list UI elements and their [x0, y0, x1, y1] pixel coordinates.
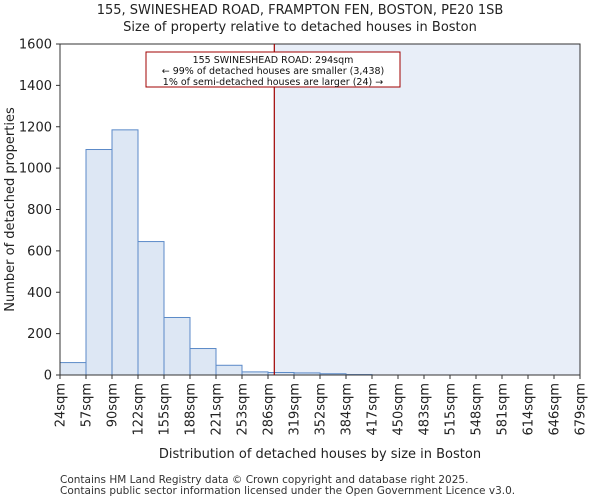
- annotation-line: ← 99% of detached houses are smaller (3,…: [162, 66, 385, 77]
- chart-subtitle: Size of property relative to detached ho…: [123, 20, 477, 35]
- x-tick-label: 417sqm: [366, 383, 381, 436]
- y-tick-label: 400: [27, 286, 52, 301]
- x-tick-label: 515sqm: [444, 383, 459, 436]
- annotation-line: 155 SWINESHEAD ROAD: 294sqm: [193, 55, 354, 66]
- x-tick-label: 90sqm: [106, 383, 121, 427]
- histogram-bar: [59, 362, 87, 376]
- x-tick-label: 286sqm: [262, 383, 277, 436]
- y-tick-label: 0: [44, 369, 52, 384]
- histogram-bar: [111, 129, 139, 376]
- y-tick-label: 200: [27, 327, 52, 342]
- x-tick-label: 614sqm: [522, 383, 537, 436]
- x-tick-label: 384sqm: [340, 383, 355, 436]
- highlight-region: [274, 44, 580, 375]
- x-tick-label: 319sqm: [288, 383, 303, 436]
- x-axis-label: Distribution of detached houses by size …: [159, 447, 481, 462]
- x-tick-label: 57sqm: [80, 383, 95, 427]
- x-tick-label: 24sqm: [54, 383, 69, 427]
- y-tick-label: 1200: [19, 120, 52, 135]
- x-tick-label: 450sqm: [392, 383, 407, 436]
- y-tick-label: 1600: [19, 38, 52, 53]
- x-tick-label: 188sqm: [184, 383, 199, 436]
- footer-line-1: Contains HM Land Registry data © Crown c…: [60, 474, 469, 486]
- x-tick-label: 253sqm: [236, 383, 251, 436]
- y-tick-label: 1400: [19, 79, 52, 94]
- y-tick-label: 800: [27, 203, 52, 218]
- y-axis-label: Number of detached properties: [3, 107, 18, 312]
- x-tick-label: 155sqm: [158, 383, 173, 436]
- histogram-bar: [163, 316, 191, 376]
- x-tick-label: 646sqm: [548, 383, 563, 436]
- y-tick-label: 600: [27, 244, 52, 259]
- y-tick-label: 1000: [19, 162, 52, 177]
- x-tick-label: 548sqm: [470, 383, 485, 436]
- chart-title: 155, SWINESHEAD ROAD, FRAMPTON FEN, BOST…: [96, 3, 504, 18]
- x-tick-label: 679sqm: [574, 383, 589, 436]
- histogram-bar: [85, 149, 113, 376]
- histogram-bar: [189, 348, 217, 376]
- histogram-bar: [215, 364, 243, 376]
- x-tick-label: 221sqm: [210, 383, 225, 436]
- x-tick-label: 483sqm: [418, 383, 433, 436]
- x-tick-label: 352sqm: [314, 383, 329, 436]
- annotation-line: 1% of semi-detached houses are larger (2…: [163, 77, 383, 88]
- footer-line-2: Contains public sector information licen…: [60, 485, 516, 497]
- histogram-bar: [137, 241, 165, 376]
- x-tick-label: 122sqm: [132, 383, 147, 436]
- annotation-box: [145, 51, 401, 88]
- x-tick-label: 581sqm: [496, 383, 511, 436]
